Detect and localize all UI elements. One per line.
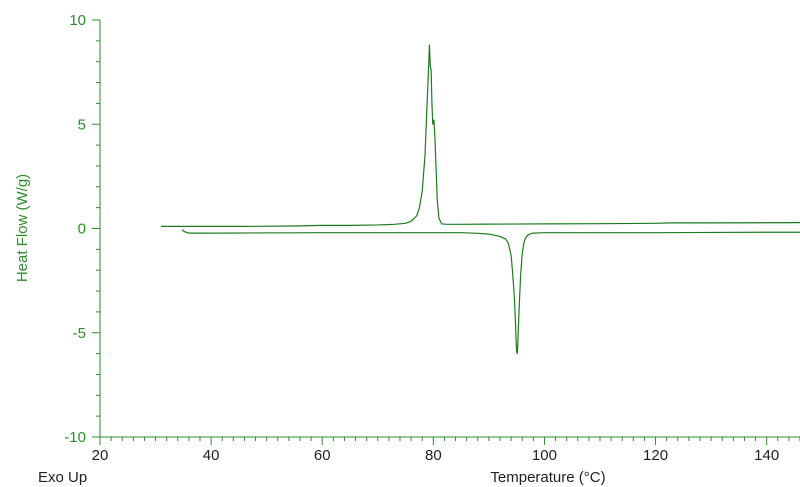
- x-tick-label: 120: [643, 447, 668, 464]
- x-tick-label: 40: [203, 447, 220, 464]
- y-axis-ticks: -10 -5 0 5 10: [64, 12, 100, 446]
- x-tick-label: 20: [92, 447, 109, 464]
- series-layer: [161, 44, 800, 355]
- x-tick-label: 80: [425, 447, 442, 464]
- x-tick-label: 100: [532, 447, 557, 464]
- y-tick-label: -5: [73, 325, 86, 342]
- y-tick-label: 0: [78, 221, 86, 238]
- y-tick-label: 5: [78, 116, 86, 133]
- x-tick-label: 140: [754, 447, 779, 464]
- x-tick-label: 60: [314, 447, 331, 464]
- y-axis-title: Heat Flow (W/g): [14, 174, 31, 282]
- x-axis-title: Temperature (°C): [490, 469, 605, 486]
- series-line-1: [161, 44, 800, 228]
- series-line-2: [181, 229, 800, 355]
- x-axis-ticks: 20 40 60 80 100 120 140: [92, 437, 800, 464]
- exo-direction-label: Exo Up: [38, 469, 87, 486]
- y-tick-label: -10: [64, 429, 86, 446]
- y-tick-label: 10: [69, 12, 86, 29]
